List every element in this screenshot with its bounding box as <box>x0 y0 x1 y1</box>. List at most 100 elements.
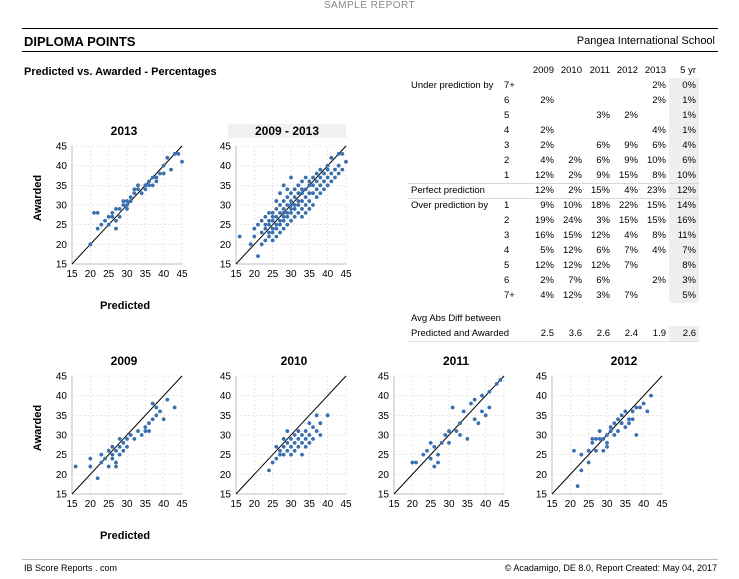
stats-cell <box>613 123 641 138</box>
y-tick-label: 35 <box>378 411 390 422</box>
stats-col-header: 2013 <box>644 65 666 76</box>
data-point <box>472 417 477 422</box>
stats-col-header: 2009 <box>532 65 554 76</box>
data-point <box>128 199 133 203</box>
stats-cell: 8% <box>652 169 666 181</box>
data-point <box>594 448 598 453</box>
data-point <box>274 226 279 231</box>
stats-cell: 2% <box>557 182 585 198</box>
stats-avg-value: 2.6 <box>585 326 613 342</box>
data-point <box>425 448 429 453</box>
x-tick-label: 25 <box>267 269 279 280</box>
x-tick-label: 45 <box>340 499 352 510</box>
stats-cell: 2% <box>652 95 666 106</box>
data-point <box>432 464 437 469</box>
data-point <box>161 171 166 176</box>
data-point <box>314 429 319 433</box>
data-point <box>318 183 323 188</box>
data-point <box>248 242 253 247</box>
data-point <box>300 187 304 192</box>
header-rule-bottom <box>22 51 718 52</box>
data-point <box>300 452 304 457</box>
x-tick-label: 15 <box>230 499 242 510</box>
data-point <box>103 456 107 461</box>
stats-cell: 6% <box>669 153 699 168</box>
y-tick-label: 20 <box>536 470 548 481</box>
stats-cell: 7% <box>624 290 638 301</box>
data-point <box>110 214 115 219</box>
x-tick-label: 20 <box>407 499 419 510</box>
stats-cell <box>585 123 613 138</box>
data-point <box>289 203 293 207</box>
y-tick-label: 40 <box>536 391 548 402</box>
data-point <box>136 429 140 433</box>
data-point <box>125 444 129 449</box>
y-tick-label: 20 <box>56 240 68 251</box>
data-point <box>410 460 415 465</box>
stats-cell: 2% <box>540 140 554 151</box>
data-point <box>95 210 100 215</box>
footer-left: IB Score Reports . com <box>24 563 118 573</box>
x-tick-label: 20 <box>565 499 577 510</box>
stats-cell: 4% <box>613 182 641 198</box>
x-tick-label: 35 <box>304 269 316 280</box>
data-point <box>281 218 286 223</box>
data-point <box>176 151 181 156</box>
x-tick-label: 25 <box>425 499 437 510</box>
stats-cell: 4% <box>669 138 699 153</box>
data-point <box>278 210 282 215</box>
data-point <box>292 207 297 211</box>
x-tick-label: 35 <box>620 499 632 510</box>
stats-row-label <box>408 273 501 288</box>
data-point <box>322 179 326 184</box>
x-tick-label: 15 <box>230 269 242 280</box>
stats-cell <box>557 123 585 138</box>
data-point <box>645 409 650 414</box>
prediction-stats-table: 2009 2010 2011 2012 2013 5 yr Under prediction… <box>408 63 699 342</box>
y-tick-label: 20 <box>378 470 390 481</box>
data-point <box>325 175 330 180</box>
stats-cell: 15% <box>618 215 638 226</box>
data-point <box>494 381 499 386</box>
chart-title-2012: 2012 <box>610 354 638 368</box>
data-point <box>303 210 308 215</box>
data-point <box>594 437 598 441</box>
perfect-prediction-line <box>235 375 347 495</box>
stats-avg-value: 2.4 <box>613 326 641 342</box>
data-point <box>95 226 100 231</box>
stats-row-bin: 2 <box>504 215 510 226</box>
data-point <box>307 207 312 211</box>
data-point <box>274 456 279 461</box>
y-tick-label: 25 <box>56 450 68 461</box>
data-point <box>450 405 455 410</box>
x-tick-label: 15 <box>66 499 78 510</box>
data-point <box>303 203 308 207</box>
stats-cell: 1% <box>669 93 699 108</box>
data-point <box>325 163 330 168</box>
data-point <box>641 401 646 406</box>
stats-cell: 15% <box>562 230 582 241</box>
perfect-prediction-line <box>393 375 505 495</box>
y-tick-label: 25 <box>220 450 232 461</box>
data-point <box>333 175 337 180</box>
data-point <box>292 440 297 445</box>
data-point <box>292 203 297 207</box>
data-point <box>285 203 290 207</box>
data-point <box>421 452 426 457</box>
data-point <box>300 440 304 445</box>
data-point <box>267 218 271 223</box>
stats-row: Over prediction by 1 9% 10% 18% 22% 15% 14% <box>408 197 699 213</box>
data-point <box>336 163 341 168</box>
stats-row: 4 5% 12% 6% 7% 4% 7% <box>408 243 699 258</box>
stats-cell: 3% <box>596 215 610 226</box>
y-tick-label: 40 <box>220 161 232 172</box>
data-point <box>281 437 286 441</box>
data-point <box>165 397 170 402</box>
stats-row-bin: 4 <box>504 245 510 256</box>
stats-row-bin: 7+ <box>504 80 515 91</box>
data-point <box>314 187 319 192</box>
data-point <box>150 417 155 422</box>
data-point <box>483 413 488 418</box>
